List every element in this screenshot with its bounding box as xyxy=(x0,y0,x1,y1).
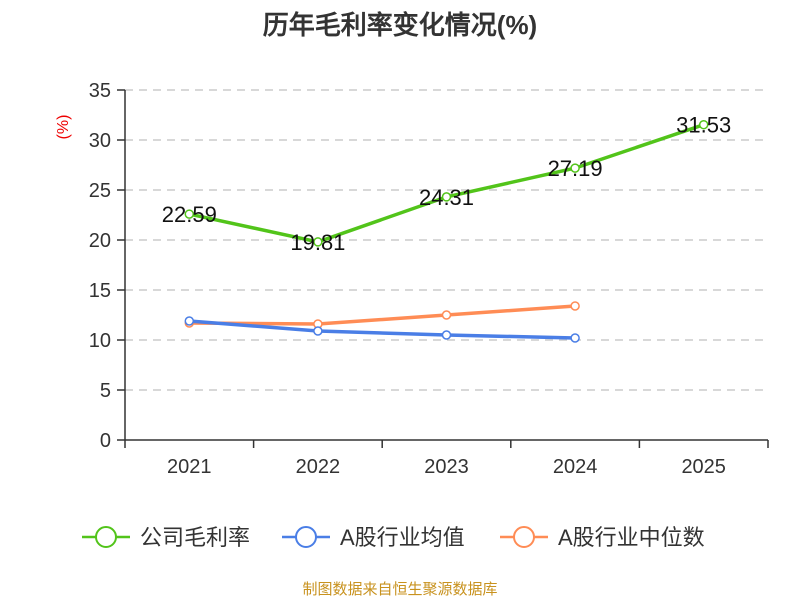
data-label: 27.19 xyxy=(548,156,603,181)
data-label: 22.59 xyxy=(162,202,217,227)
data-point xyxy=(184,316,195,326)
series-line xyxy=(188,123,705,244)
legend-marker xyxy=(95,526,117,548)
chart-title: 历年毛利率变化情况(%) xyxy=(263,10,537,40)
data-label: 19.81 xyxy=(290,230,345,255)
legend-item: A股行业中位数 xyxy=(500,525,705,550)
data-point xyxy=(698,119,709,130)
x-tick-label: 2023 xyxy=(424,456,469,478)
data-point xyxy=(570,163,580,173)
x-tick-label: 2025 xyxy=(681,456,726,478)
y-tick-label: 10 xyxy=(89,330,111,352)
legend-marker xyxy=(513,526,535,548)
data-point xyxy=(313,326,323,336)
legend-marker xyxy=(295,526,317,548)
x-tick-label: 2021 xyxy=(167,456,212,478)
legend-item: 公司毛利率 xyxy=(82,525,250,550)
y-tick-label: 0 xyxy=(100,430,111,452)
y-tick-label: 35 xyxy=(89,80,111,102)
data-point xyxy=(184,209,195,219)
y-tick-label: 25 xyxy=(89,180,111,202)
data-point xyxy=(441,192,452,202)
x-tick-label: 2024 xyxy=(553,456,598,478)
x-tick-label: 2022 xyxy=(296,456,341,478)
data-point xyxy=(313,237,323,247)
data-label: 24.31 xyxy=(419,185,474,210)
data-point xyxy=(570,301,580,311)
data-point xyxy=(441,310,452,320)
legend-label: A股行业均值 xyxy=(340,525,465,550)
y-tick-label: 15 xyxy=(89,280,111,302)
series-line xyxy=(189,304,576,326)
source-note: 制图数据来自恒生聚源数据库 xyxy=(302,581,497,598)
legend-item: A股行业均值 xyxy=(282,525,465,550)
y-tick-label: 20 xyxy=(89,230,111,252)
y-axis-label: (%) xyxy=(55,115,72,140)
data-point xyxy=(441,330,452,340)
legend-label: A股行业中位数 xyxy=(558,525,705,550)
series-line xyxy=(189,319,576,340)
data-label: 31.53 xyxy=(676,113,731,138)
data-point xyxy=(570,333,580,343)
legend-label: 公司毛利率 xyxy=(140,525,250,550)
y-tick-label: 30 xyxy=(89,130,111,152)
y-tick-label: 5 xyxy=(100,380,111,402)
